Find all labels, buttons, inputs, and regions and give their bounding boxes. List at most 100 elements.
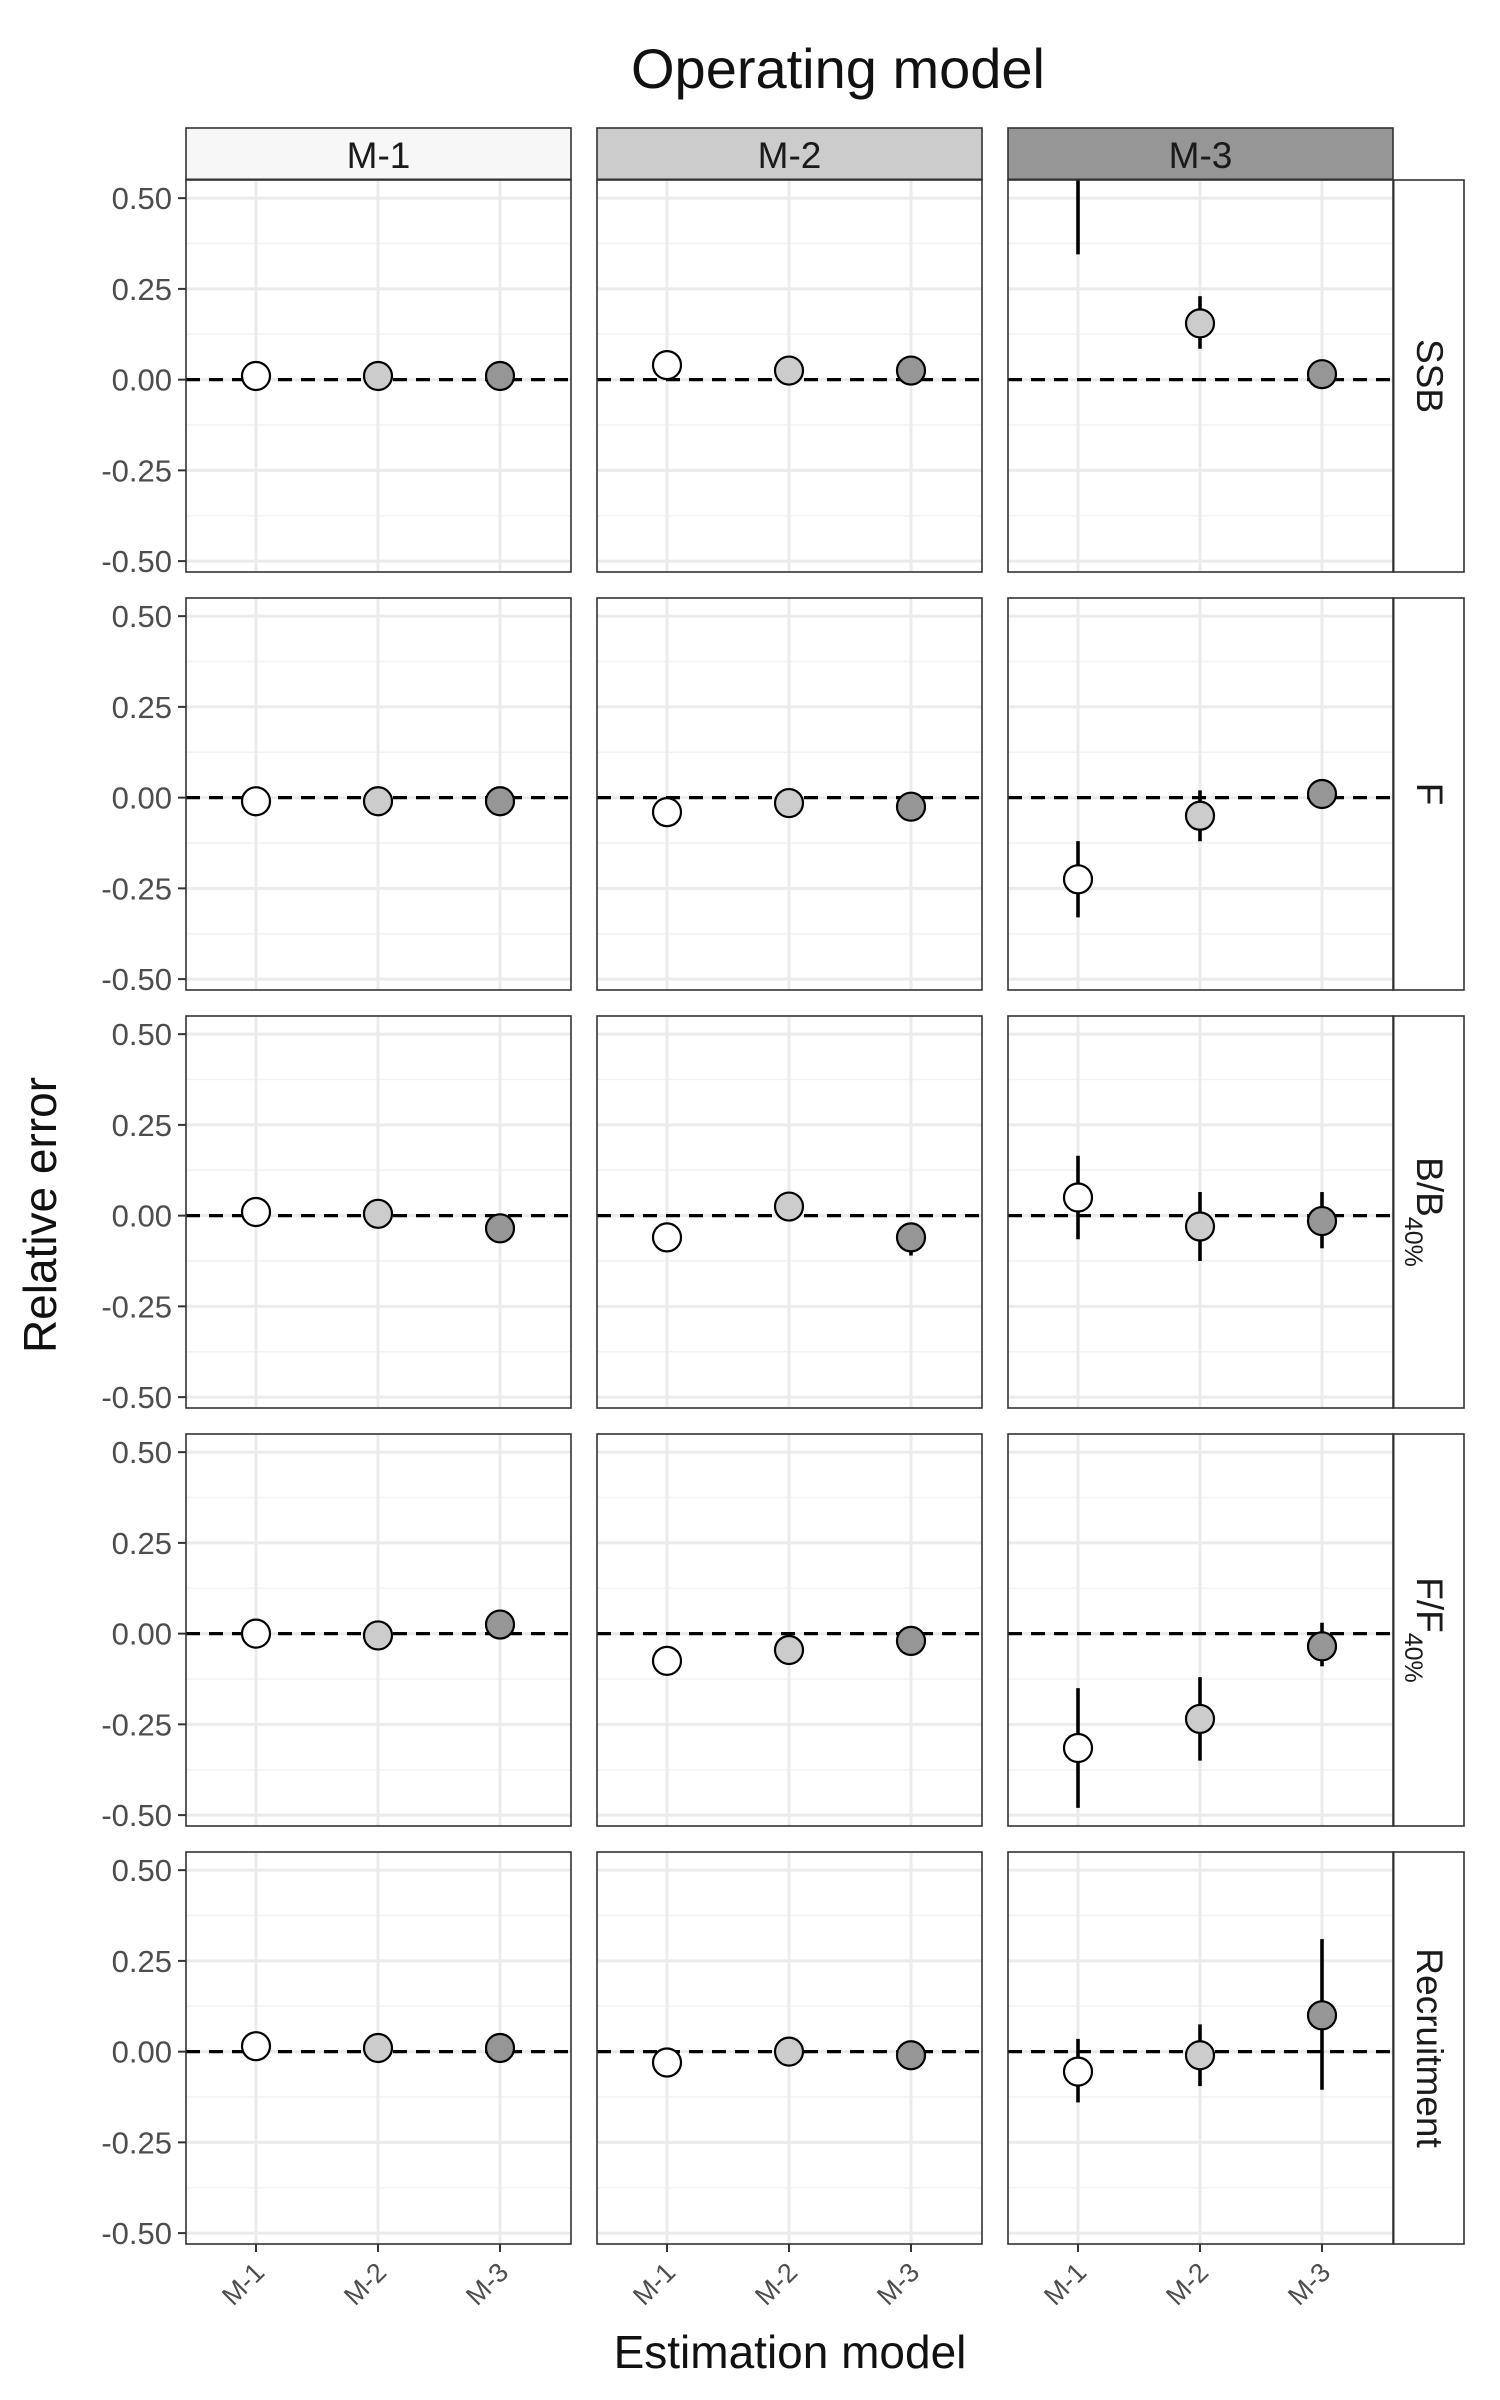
data-point-M-1	[1062, 1182, 1094, 1213]
row-strip-label: F/F40%	[1399, 1577, 1450, 1683]
data-point-M-2	[1184, 1703, 1216, 1735]
panel-border	[596, 597, 983, 991]
row-strip-label-main: F/F	[1409, 1577, 1450, 1632]
panel-r1-c2	[596, 179, 983, 573]
panel-r2-c1	[185, 597, 572, 991]
panel-border	[185, 179, 572, 573]
panel-border	[1007, 1015, 1394, 1409]
column-strip-label: M-2	[758, 135, 822, 176]
data-point-M-2	[362, 1620, 394, 1651]
row-strip-label-main: SSB	[1409, 339, 1450, 413]
y-tick-label: -0.25	[101, 1707, 172, 1742]
panel-border	[1007, 179, 1394, 573]
data-point-M-3	[1306, 1205, 1338, 1237]
data-point-M-3	[484, 786, 516, 817]
data-point-M-2	[773, 1191, 805, 1222]
y-tick-label: -0.50	[101, 1380, 172, 1415]
y-tick-label: -0.50	[101, 544, 172, 579]
data-point-M-3	[1306, 1631, 1338, 1662]
panel-r5-c3	[1007, 1851, 1394, 2245]
data-point-M-2	[773, 355, 805, 386]
data-point-M-3	[1306, 2000, 1338, 2031]
row-strip	[1392, 1851, 1465, 2245]
y-tick-label: 0.00	[112, 1617, 172, 1652]
facet-grid: M-1 M-2 M-3 SSB F B/B 40%F/F40% Recruitment 0.50…	[101, 127, 1465, 2311]
data-point-M-1	[240, 786, 272, 817]
panel-r5-c2	[596, 1851, 983, 2245]
data-point-M-2	[773, 1634, 805, 1666]
y-tick-label: 0.25	[112, 272, 172, 307]
data-point-M-1	[1062, 864, 1094, 895]
panel-r4-c3	[1007, 1433, 1394, 1827]
panel-r2-c3	[1007, 597, 1394, 991]
y-tick-label: 0.00	[112, 781, 172, 816]
row-strip	[1392, 179, 1465, 573]
y-tick-label: -0.50	[101, 2216, 172, 2251]
panel-r1-c3	[1007, 179, 1394, 573]
data-point-M-1	[240, 2031, 272, 2062]
data-point-M-3	[484, 2032, 516, 2064]
y-tick-label: -0.50	[101, 1798, 172, 1833]
y-axis-title: Relative error	[14, 1077, 66, 1353]
row-strip	[1392, 1433, 1465, 1827]
data-point-M-3	[895, 1625, 927, 1656]
y-tick-label: -0.25	[101, 453, 172, 488]
data-point-M-1	[651, 1222, 683, 1253]
y-tick-label: 0.50	[112, 1017, 172, 1052]
y-tick-label: 0.25	[112, 1944, 172, 1979]
panel-r5-c1	[185, 1851, 572, 2245]
panel-r4-c1	[185, 1433, 572, 1827]
data-point-M-3	[895, 2040, 927, 2071]
data-point-M-1	[651, 1645, 683, 1676]
y-tick-label: 0.25	[112, 690, 172, 725]
row-strip-label-subscript: 40%	[1399, 1633, 1427, 1683]
data-point-M-3	[484, 1213, 516, 1244]
y-tick-label: 0.00	[112, 363, 172, 398]
column-strip-label: M-1	[347, 135, 411, 176]
data-point-M-1	[240, 1618, 272, 1649]
data-point-M-2	[362, 360, 394, 392]
data-point-M-3	[895, 1222, 927, 1253]
data-point-M-3	[1306, 778, 1338, 810]
column-strip-label: M-3	[1169, 135, 1233, 176]
panel-border	[1007, 597, 1394, 991]
data-point-M-1	[651, 2047, 683, 2078]
y-tick-label: -0.50	[101, 962, 172, 997]
data-point-M-2	[773, 2036, 805, 2067]
data-point-M-2	[1184, 1211, 1216, 1242]
panel-r4-c2	[596, 1433, 983, 1827]
data-point-M-3	[484, 360, 516, 392]
y-tick-label: 0.00	[112, 1199, 172, 1234]
data-point-M-1	[1062, 1732, 1094, 1764]
data-point-M-2	[1184, 2040, 1216, 2071]
data-point-M-3	[895, 355, 927, 386]
data-point-M-3	[895, 791, 927, 822]
y-tick-label: -0.25	[101, 1289, 172, 1324]
data-point-M-2	[1184, 800, 1216, 831]
panel-border	[596, 1015, 983, 1409]
chart-title: Operating model	[631, 37, 1045, 100]
row-strip-label-main: B/B	[1409, 1157, 1450, 1217]
column-strip-M-3	[1007, 127, 1394, 181]
panel-r1-c1	[185, 179, 572, 573]
data-point-M-1	[1062, 2056, 1094, 2087]
row-strip	[1392, 1015, 1465, 1409]
y-tick-label: 0.25	[112, 1108, 172, 1143]
y-tick-label: -0.25	[101, 871, 172, 906]
panel-border	[185, 1433, 572, 1827]
y-tick-label: -0.25	[101, 2125, 172, 2160]
panel-r3-c3	[1007, 1015, 1394, 1409]
y-tick-label: 0.50	[112, 599, 172, 634]
row-strip-label-main: F	[1409, 783, 1450, 806]
data-point-M-1	[651, 797, 683, 828]
row-strip-label: Recruitment	[1409, 1948, 1450, 2148]
y-tick-label: 0.50	[112, 1435, 172, 1470]
y-tick-label: 0.00	[112, 2035, 172, 2070]
data-point-M-2	[362, 2032, 394, 2064]
data-point-M-1	[651, 350, 683, 381]
data-point-M-1	[240, 360, 272, 392]
panel-border	[596, 179, 983, 573]
y-tick-label: 0.25	[112, 1526, 172, 1561]
column-strip-M-1	[185, 127, 572, 181]
